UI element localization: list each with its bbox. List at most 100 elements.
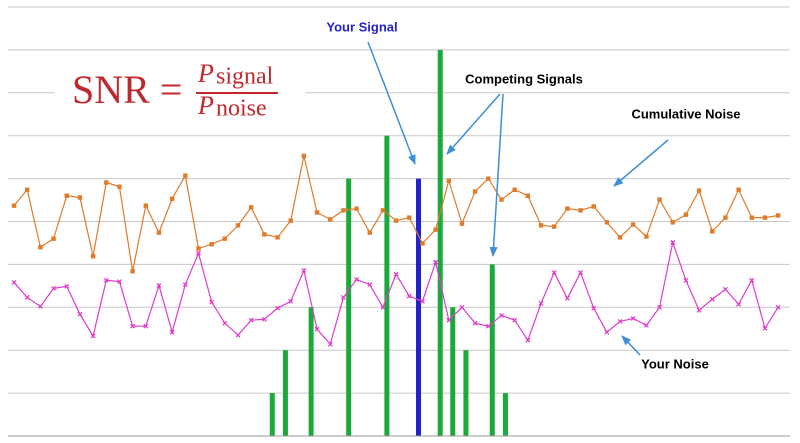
marker (328, 217, 333, 222)
marker (393, 218, 399, 223)
competing-signals-label: Competing Signals (465, 71, 583, 86)
marker (419, 298, 425, 304)
marker (183, 173, 188, 178)
marker (722, 286, 728, 292)
bar (437, 49, 443, 437)
marker (380, 208, 386, 213)
marker (762, 215, 768, 220)
marker (38, 245, 43, 250)
marker (512, 317, 518, 323)
marker (275, 305, 280, 311)
marker (591, 204, 596, 209)
marker (104, 180, 109, 185)
marker (657, 304, 663, 310)
marker (736, 301, 742, 307)
marker (775, 213, 781, 218)
marker (143, 323, 149, 329)
marker (709, 296, 715, 302)
formula-num-sub: signal (216, 64, 274, 90)
formula-den-sub: noise (216, 96, 267, 122)
marker (341, 208, 346, 213)
marker (407, 215, 412, 220)
marker (222, 236, 228, 241)
marker (446, 317, 452, 323)
marker (11, 279, 17, 285)
bar (450, 307, 456, 436)
marker (169, 196, 175, 201)
marker (446, 178, 451, 183)
marker (64, 283, 70, 289)
marker (156, 230, 162, 235)
marker (235, 332, 241, 338)
marker (644, 234, 649, 239)
arrow (489, 93, 504, 257)
marker (301, 153, 307, 159)
marker (670, 220, 675, 225)
marker (327, 341, 333, 347)
marker (643, 322, 649, 328)
marker (182, 282, 188, 288)
bar (502, 393, 508, 436)
line (13, 155, 779, 272)
marker (433, 259, 439, 265)
marker (485, 323, 491, 329)
marker (77, 311, 83, 317)
marker (380, 304, 386, 310)
marker (25, 187, 30, 192)
bar (346, 178, 352, 436)
marker (617, 318, 623, 324)
marker (406, 293, 412, 299)
marker (248, 205, 254, 210)
bar (308, 307, 314, 436)
marker (749, 215, 754, 220)
marker (512, 187, 517, 192)
cumulative-noise-label: Cumulative Noise (631, 106, 740, 121)
marker (301, 267, 307, 273)
marker (630, 315, 636, 321)
marker (37, 303, 43, 309)
marker (578, 270, 583, 276)
marker (433, 227, 438, 232)
marker (459, 221, 465, 226)
marker (657, 197, 662, 202)
marker (262, 232, 267, 237)
marker (116, 279, 122, 285)
marker (564, 295, 570, 301)
marker (472, 189, 478, 194)
marker (696, 188, 702, 193)
marker (130, 269, 135, 274)
marker (196, 250, 201, 256)
marker (670, 240, 676, 245)
marker (578, 208, 583, 213)
marker (11, 203, 17, 208)
marker (617, 235, 623, 240)
marker (288, 298, 294, 304)
marker (261, 316, 267, 322)
marker (762, 325, 768, 331)
bar (384, 135, 390, 436)
marker (499, 312, 504, 318)
your-signal-label: Your Signal (326, 19, 397, 34)
marker (525, 337, 531, 343)
marker (367, 282, 373, 288)
marker (209, 299, 215, 305)
formula-den-symbol: P (197, 91, 214, 120)
marker (683, 212, 689, 217)
formula-num-symbol: P (197, 59, 214, 88)
marker (683, 277, 689, 283)
marker (169, 329, 175, 335)
marker (499, 197, 504, 202)
arrow (613, 139, 669, 187)
arrow (367, 41, 416, 165)
marker (538, 300, 544, 306)
marker (90, 333, 96, 339)
marker (631, 222, 636, 227)
marker (117, 184, 122, 189)
arrow (446, 93, 501, 155)
marker (143, 203, 148, 208)
bar (415, 178, 421, 436)
bar (463, 350, 469, 436)
marker (51, 236, 56, 241)
marker (525, 193, 531, 198)
marker (591, 305, 597, 311)
